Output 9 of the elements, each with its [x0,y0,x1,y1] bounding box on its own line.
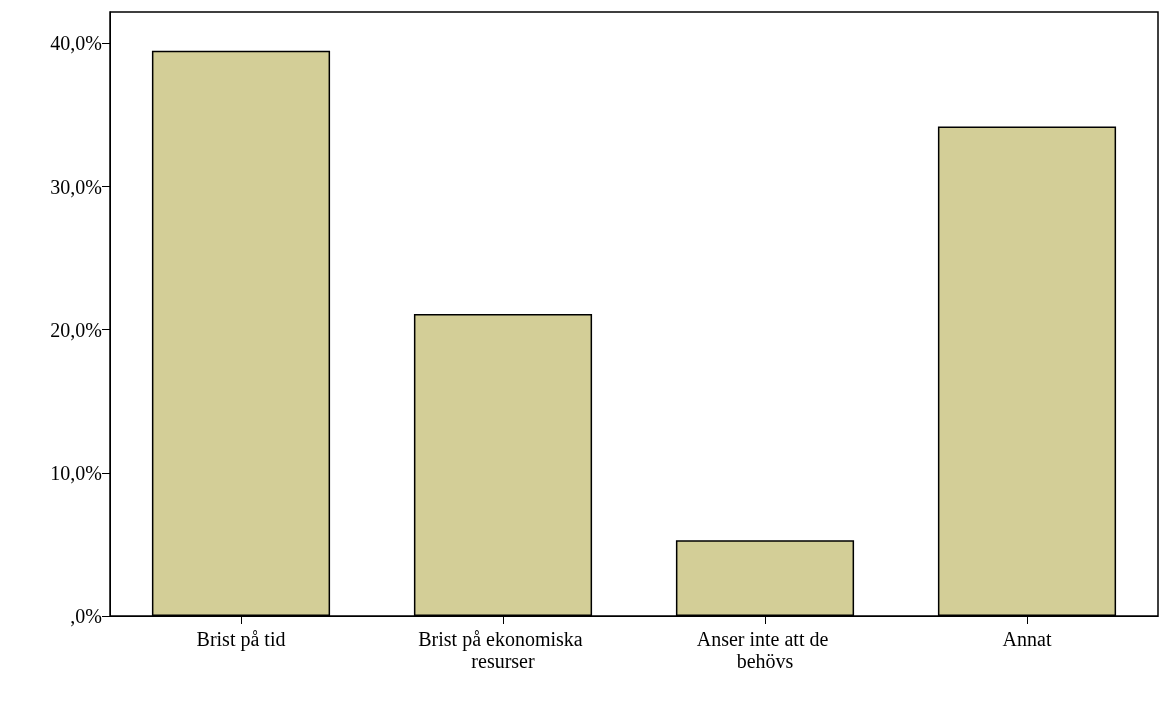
x-tick-label: Annat [1002,628,1052,650]
y-tick-label: 30,0% [50,175,102,198]
y-tick-label: 20,0% [50,318,102,341]
y-tick-label: 40,0% [50,32,102,55]
x-tick-label: Anser inte att de behövs [696,628,834,672]
y-tick-label: 10,0% [50,461,102,484]
x-tick-label: Brist på ekonomiska resurser [418,628,588,672]
x-tick-label: Brist på tid [196,628,286,651]
y-tick-label: ,0% [70,605,102,627]
